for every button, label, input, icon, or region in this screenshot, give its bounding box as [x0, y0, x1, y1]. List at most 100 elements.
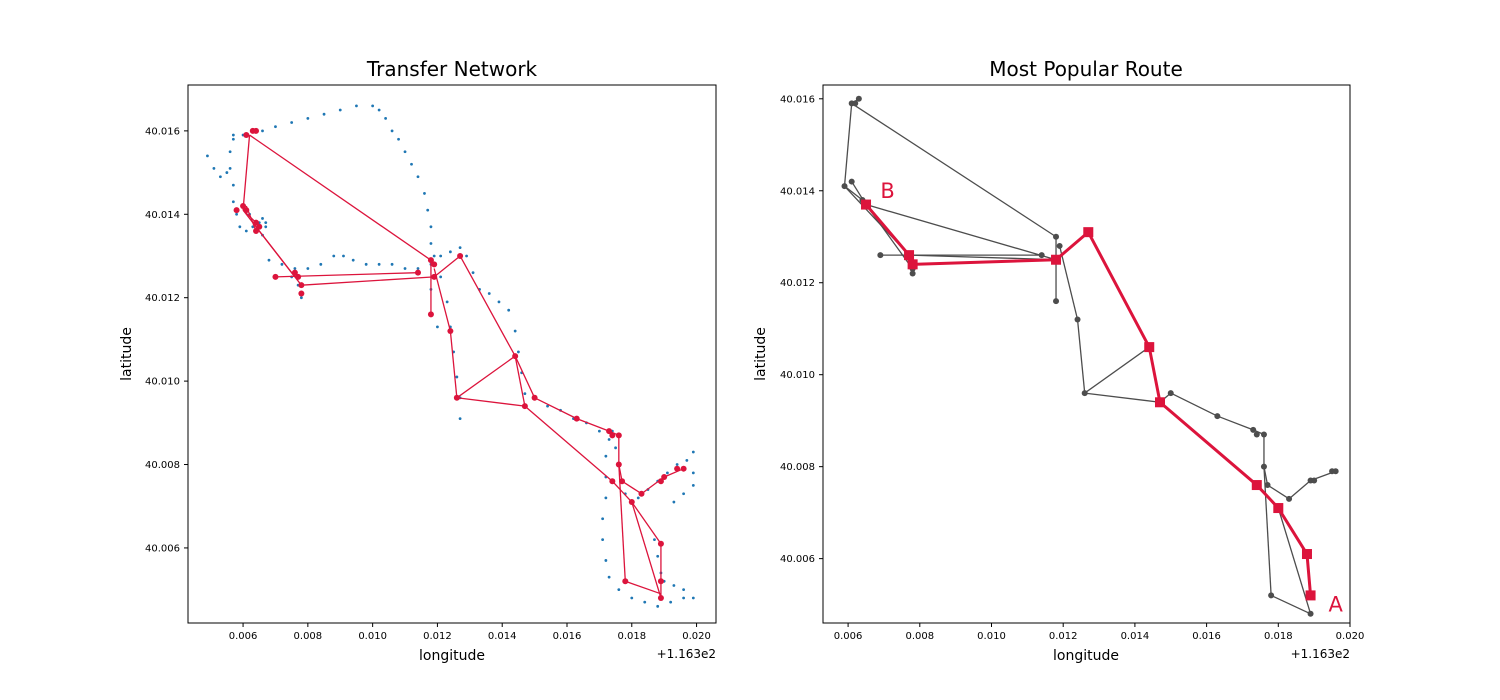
network-edge [576, 418, 610, 432]
x-tick-label: 0.018 [1264, 631, 1293, 642]
network-node [295, 273, 302, 280]
network-edge [625, 580, 662, 595]
network-node [1074, 316, 1081, 323]
trajectory-point [306, 267, 310, 270]
network-node [1253, 431, 1260, 438]
network-edge [1058, 245, 1079, 320]
x-tick-label: 0.014 [488, 631, 517, 642]
network-node [253, 127, 260, 134]
network-node [855, 95, 862, 102]
network-edge [524, 405, 613, 482]
trajectory-point [439, 254, 443, 258]
network-edge [1267, 484, 1290, 500]
x-axis-label: longitude [1053, 648, 1119, 664]
trajectory-point [364, 262, 368, 266]
network-edge [621, 480, 642, 495]
network-node [457, 252, 464, 259]
network-node [1214, 413, 1221, 420]
x-tick-label: 0.016 [1192, 631, 1221, 642]
trajectory-point [267, 258, 271, 262]
network-node [1056, 242, 1063, 249]
network-edge [449, 330, 458, 398]
network-edge [514, 355, 526, 407]
network-node [1264, 482, 1271, 489]
trajectory-point [675, 463, 679, 466]
trajectory-point [630, 596, 634, 600]
trajectory-point [691, 596, 695, 600]
y-tick-label: 40.008 [780, 462, 815, 473]
trajectory-point [231, 133, 235, 137]
chart-title: Most Popular Route [989, 57, 1183, 81]
trajectory-point [306, 116, 310, 120]
trajectory-point [423, 192, 426, 195]
trajectory-point [672, 584, 676, 587]
trajectory-point [384, 116, 387, 120]
trajectory-point [244, 229, 248, 233]
network-node [657, 540, 664, 547]
trajectory-point [487, 292, 491, 295]
most-popular-route-chart: Most Popular Route 0.006 0.008 0.010 0.012 0… [753, 57, 1364, 664]
trajectory-point [332, 254, 336, 258]
trajectory-point [355, 104, 358, 108]
network-node [298, 282, 305, 289]
trajectory-point [471, 271, 475, 275]
x-axis-label: longitude [419, 648, 485, 664]
trajectory-point [656, 604, 660, 608]
trajectory-point [403, 267, 407, 270]
x-tick-label: 0.008 [294, 631, 323, 642]
plot-area-frame [822, 84, 1351, 624]
x-tick-label: 0.020 [1336, 631, 1365, 642]
trajectory-point [458, 246, 462, 250]
x-tick-label: 0.006 [834, 631, 863, 642]
y-tick-label: 40.014 [780, 186, 815, 197]
network-edge [631, 501, 662, 545]
y-tick-label: 40.016 [780, 94, 815, 105]
network-node [253, 219, 260, 226]
network-node [521, 403, 528, 410]
trajectory-point [607, 438, 611, 441]
trajectory-point [238, 225, 242, 229]
network-node [1286, 495, 1293, 502]
trajectory-point [377, 108, 381, 112]
x-tick-label: 0.010 [358, 631, 387, 642]
network-node [1268, 592, 1275, 599]
network-node [1053, 298, 1060, 305]
x-tick-label: 0.018 [617, 631, 646, 642]
route-stop-marker [1251, 480, 1262, 491]
trajectory-point [351, 258, 355, 262]
trajectory-point [691, 471, 695, 475]
network-edge [843, 103, 853, 187]
trajectory-point [448, 250, 452, 254]
trajectory-point [458, 417, 462, 421]
network-node [619, 478, 626, 485]
transfer-network-chart: Transfer Network 0.006 0.008 0.010 0.012 0.0… [119, 57, 717, 664]
network-edge [1270, 594, 1311, 615]
trajectory-point [691, 483, 695, 487]
y-tick-label: 40.012 [145, 293, 180, 304]
network-node [253, 227, 260, 234]
network-node [1053, 233, 1060, 240]
network-node [573, 415, 580, 422]
trajectory-point [231, 137, 235, 141]
trajectory-point [228, 150, 232, 154]
trajectory-point [682, 596, 686, 600]
network-edge [611, 480, 633, 503]
network-edge [851, 102, 1057, 238]
network-edge [1084, 392, 1161, 403]
trajectory-point [403, 150, 407, 154]
network-edge [456, 355, 516, 399]
trajectory-point [410, 162, 413, 166]
network-node [453, 394, 460, 401]
y-tick-label: 40.010 [780, 370, 815, 381]
trajectory-point [319, 262, 323, 266]
trajectory-point [293, 267, 297, 270]
trajectory-point [497, 300, 501, 304]
x-tick-label: 0.012 [1049, 631, 1078, 642]
y-axis-label: latitude [119, 327, 135, 381]
network-node [1307, 610, 1314, 617]
trajectory-point [617, 588, 621, 592]
trajectory-point [546, 404, 549, 408]
route-stop-marker [1083, 227, 1094, 238]
network-node [240, 202, 247, 209]
trajectory-point [523, 392, 527, 396]
